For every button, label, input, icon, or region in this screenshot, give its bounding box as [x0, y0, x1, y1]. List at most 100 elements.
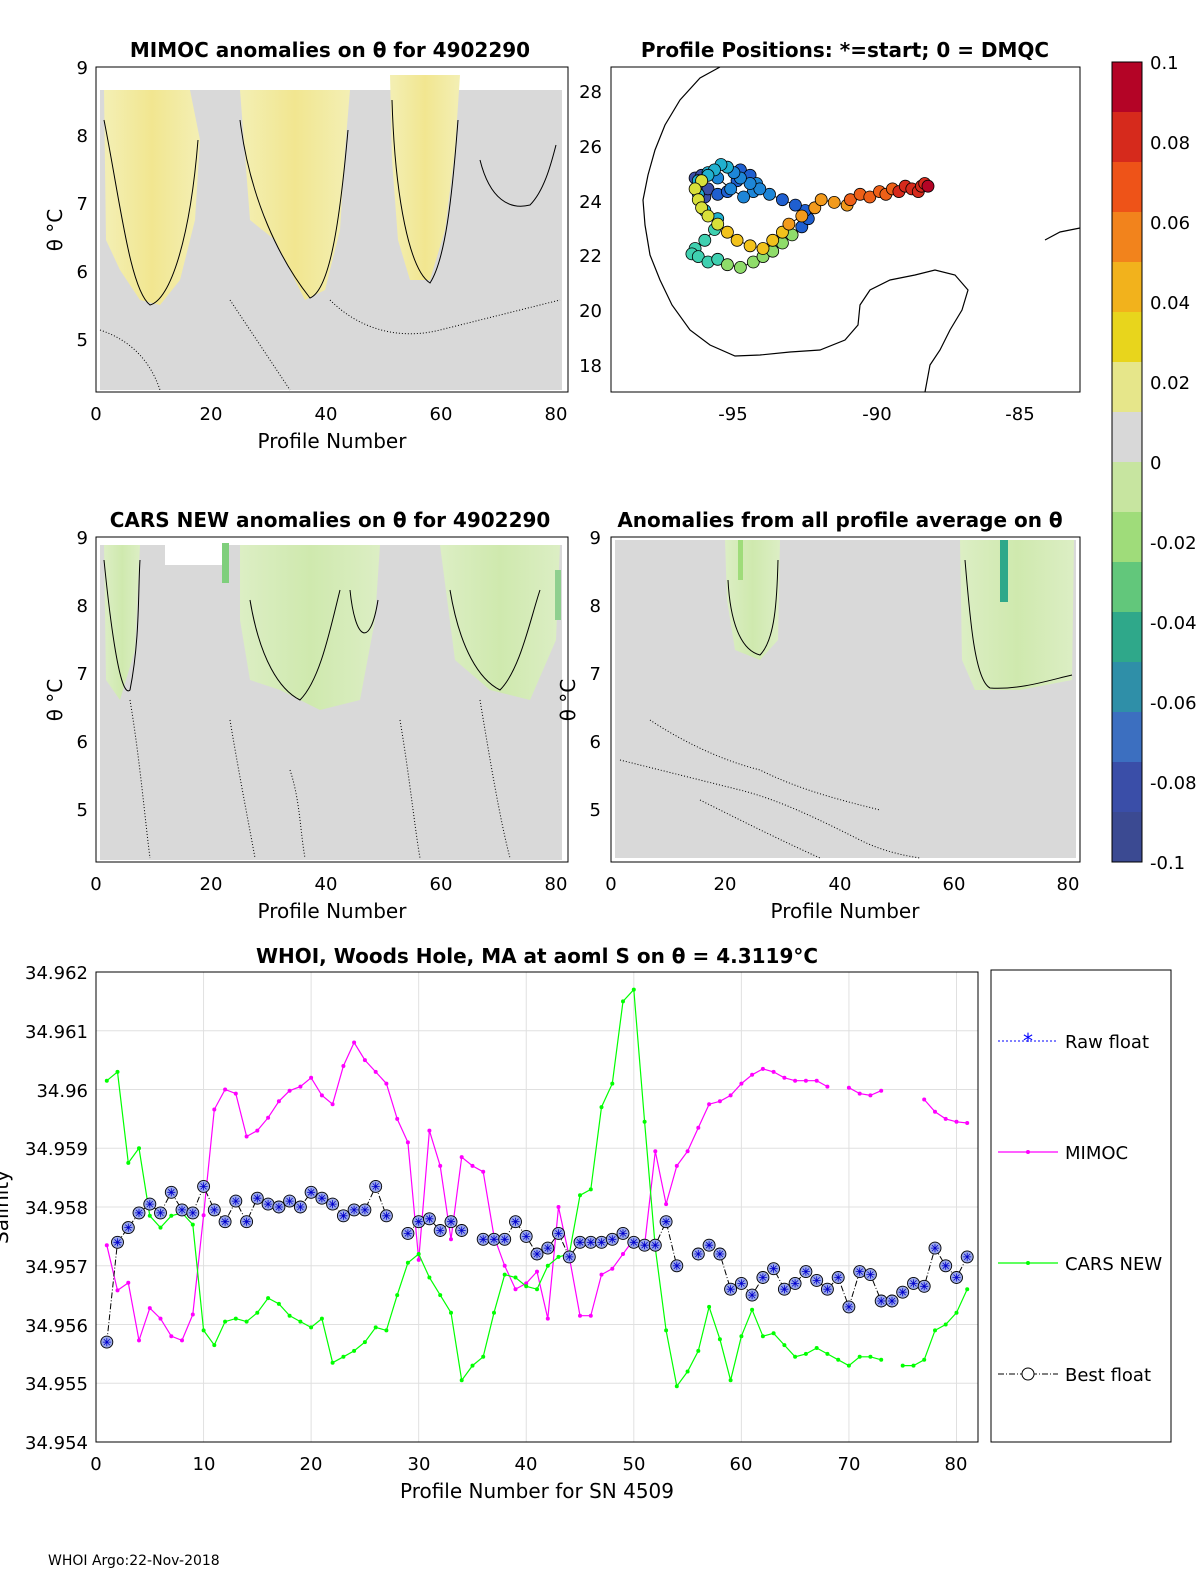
series-point-cars-new [287, 1313, 292, 1318]
legend-item-cars-new: CARS NEW [998, 1254, 1162, 1275]
avg-dotted-contours [619, 719, 921, 859]
map-x-ticks: -95 -90 -85 [718, 404, 1034, 425]
series-point-mimoc [104, 1243, 109, 1248]
series-point-mimoc [545, 1316, 550, 1321]
series-point-mimoc [223, 1087, 228, 1092]
colorbar-tick: -0.04 [1150, 613, 1197, 634]
series-point-cars-new [642, 1119, 647, 1124]
series-point-mimoc [384, 1081, 389, 1086]
series-point-cars-new [965, 1287, 970, 1292]
series-point-cars-new [933, 1328, 937, 1333]
series-point-mimoc [427, 1128, 432, 1133]
colorbar-tick: 0.06 [1150, 213, 1190, 234]
series-point-raw-float [199, 1182, 208, 1191]
series-point-mimoc [137, 1338, 141, 1343]
mimoc-ytick: 9 [77, 58, 88, 79]
series-point-cars-new [556, 1254, 561, 1259]
series-point-cars-new [599, 1105, 604, 1110]
salinity-axes-box [95, 971, 979, 1443]
series-point-raw-float [135, 1208, 143, 1217]
series-point-raw-float [274, 1203, 283, 1211]
footer-credit: WHOI Argo:22-Nov-2018 [48, 1553, 220, 1569]
colorbar-swatch [1112, 212, 1142, 263]
avg-x-ticks: 0 20 40 60 80 [605, 874, 1079, 895]
map-profile-point [789, 198, 802, 212]
mimoc-axes-box [95, 66, 569, 393]
series-point-cars-new [341, 1354, 346, 1359]
cars-panel: CARS NEW anomalies on θ for 4902290 9 8 … [43, 508, 569, 923]
series-point-raw-float [554, 1229, 563, 1238]
salinity-ytick: 34.959 [25, 1139, 88, 1160]
series-point-cars-new [427, 1275, 432, 1280]
cars-dark-strip [222, 543, 229, 583]
series-point-cars-new [459, 1378, 464, 1383]
salinity-title: WHOI, Woods Hole, MA at aoml S on θ = 4.… [256, 944, 818, 968]
mimoc-xtick: 40 [315, 404, 338, 425]
series-point-mimoc [158, 1316, 163, 1321]
series-point-cars-new [707, 1304, 712, 1309]
series-point-cars-new [416, 1252, 421, 1256]
series-point-mimoc [330, 1102, 335, 1107]
series-point-raw-float [737, 1279, 746, 1288]
series-point-raw-float [608, 1235, 617, 1244]
series-point-mimoc [481, 1169, 486, 1174]
cars-negative-anomaly-3 [440, 545, 560, 700]
series-point-cars-new [492, 1310, 496, 1315]
series-point-mimoc [728, 1093, 733, 1098]
colorbar-swatch [1112, 262, 1142, 313]
mimoc-xlabel: Profile Number [258, 429, 408, 453]
series-point-cars-new [362, 1340, 367, 1345]
series-point-raw-float [726, 1285, 735, 1294]
salinity-ytick: 34.957 [25, 1257, 88, 1278]
series-point-cars-new [330, 1360, 335, 1365]
map-profile-point [688, 182, 702, 196]
series-point-raw-float [791, 1279, 800, 1288]
series-point-cars-new [750, 1307, 755, 1312]
series-point-raw-float [511, 1217, 520, 1226]
series-point-raw-float [672, 1261, 681, 1270]
legend-box [990, 969, 1172, 1443]
legend-raw-float-marker: * [1023, 1029, 1033, 1053]
map-profile-point [691, 250, 705, 264]
colorbar-tick: 0.08 [1150, 133, 1190, 154]
series-point-mimoc [621, 1252, 625, 1256]
colorbar-swatch [1112, 62, 1142, 113]
series-point-cars-new [943, 1322, 948, 1327]
series-point-cars-new [212, 1343, 217, 1348]
avg-y-ticks: 9 8 7 6 5 [590, 528, 601, 821]
series-point-cars-new [728, 1378, 733, 1383]
series-point-cars-new [524, 1284, 529, 1289]
series-point-mimoc [201, 1213, 206, 1218]
series-point-mimoc [933, 1109, 937, 1114]
series-point-mimoc [610, 1266, 615, 1271]
series-point-raw-float [382, 1211, 391, 1220]
colorbar-swatch [1112, 362, 1142, 413]
series-point-raw-float [705, 1241, 714, 1250]
series-point-raw-float [113, 1238, 122, 1247]
series-point-mimoc [524, 1281, 529, 1286]
map-profile-point [763, 187, 776, 201]
series-point-mimoc [395, 1116, 400, 1121]
mimoc-positive-anomaly-1 [104, 90, 200, 305]
salinity-ytick: 34.96 [36, 1081, 88, 1102]
mimoc-ylabel: θ °C [43, 209, 67, 252]
salinity-xtick: 70 [838, 1454, 861, 1475]
mimoc-xtick: 0 [90, 404, 101, 425]
salinity-xtick: 40 [515, 1454, 538, 1475]
series-point-mimoc [438, 1163, 443, 1168]
series-point-raw-float [834, 1273, 843, 1282]
series-point-cars-new [868, 1354, 873, 1359]
series-point-mimoc [319, 1093, 324, 1098]
cars-xtick: 80 [545, 874, 568, 895]
series-point-mimoc [362, 1058, 367, 1063]
mimoc-positive-anomaly-2 [240, 90, 350, 300]
cars-xtick: 0 [90, 874, 101, 895]
series-point-cars-new [438, 1293, 443, 1298]
series-point-cars-new [276, 1301, 281, 1306]
series-point-mimoc [373, 1069, 378, 1074]
series-point-raw-float [694, 1250, 703, 1258]
map-profile-point [711, 217, 725, 231]
map-axes-box [610, 66, 1081, 393]
colorbar-swatch [1112, 562, 1142, 613]
cars-gap [165, 540, 223, 565]
